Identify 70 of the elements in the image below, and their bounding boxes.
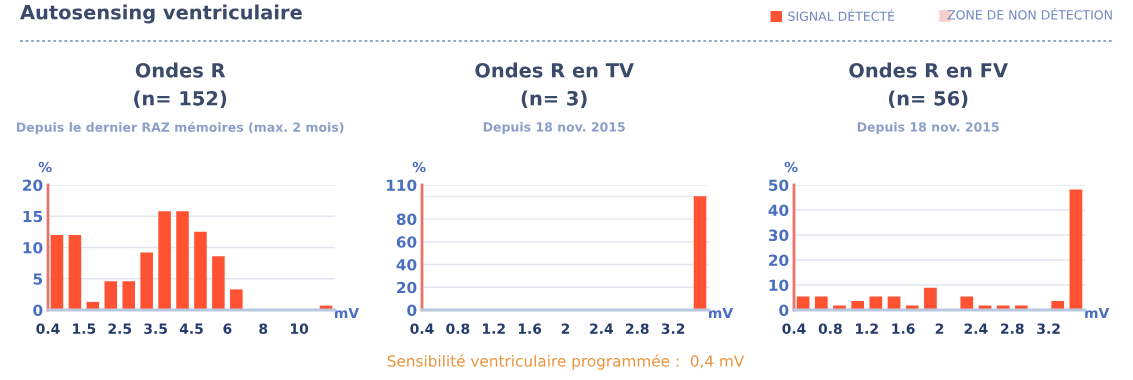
chart-subtitle: (n= 56) (888, 90, 968, 108)
y-tick-label: 40 (768, 204, 789, 217)
x-axis-title: mV (1085, 307, 1110, 319)
text: Autosensing ventriculaire (20, 4, 302, 24)
x-tick-label: 0.8 (818, 323, 842, 334)
x-axis-title: mV (709, 307, 734, 319)
y-tick-label: 20 (397, 281, 417, 294)
bar (176, 211, 189, 310)
chart-title: Ondes R en FV (849, 62, 1008, 78)
bar (50, 235, 64, 310)
y-axis-title: % (784, 161, 798, 173)
x-tick-label: 3.2 (661, 323, 685, 334)
y-axis-title: % (38, 161, 52, 173)
y-tick-label: 10 (769, 279, 789, 292)
y-tick-label: 20 (769, 254, 789, 267)
legend-label: SIGNAL DÉTECTÉ (788, 9, 895, 21)
bar (158, 211, 171, 310)
chart-subtitle: (n= 3) (521, 90, 587, 108)
y-axis-title: % (412, 161, 426, 173)
x-tick-label: 2.4 (964, 323, 988, 334)
y-tick-label: 0 (33, 304, 43, 317)
x-tick-label: 2.5 (108, 323, 132, 334)
text: ZONE DE NON DÉTECTION (947, 7, 1112, 20)
text: Depuis le dernier RAZ mémoires (max. 2 mois) (17, 121, 344, 135)
bar (68, 235, 82, 310)
y-tick-label: 80 (396, 213, 417, 226)
bar (122, 281, 135, 310)
y-tick-label: 50 (769, 179, 789, 192)
y-tick-label: 20 (23, 179, 43, 192)
bar (194, 231, 207, 310)
x-tick-label: 2.8 (626, 323, 649, 334)
x-tick-label: 2.4 (590, 323, 614, 334)
y-tick-label: 15 (23, 210, 43, 223)
x-tick-label: 0.8 (446, 323, 470, 334)
y-tick-label: 5 (33, 273, 43, 285)
x-tick-label: 2.8 (1001, 323, 1024, 334)
x-tick-label: 3.5 (144, 323, 167, 334)
x-tick-label: 1.2 (483, 323, 505, 334)
x-tick-label: 2 (935, 323, 944, 334)
x-tick-label: 3.2 (1037, 323, 1060, 334)
x-tick-label: 1.5 (73, 323, 96, 334)
x-axis-title: mV (335, 307, 360, 319)
x-tick-label: 2 (561, 323, 570, 334)
bar (212, 256, 225, 310)
y-tick-label: 10 (23, 241, 43, 254)
chart-title: Ondes R (135, 62, 226, 78)
text: Depuis 18 nov. 2015 (857, 121, 999, 135)
y-tick-label: 0 (779, 304, 789, 317)
bar (230, 289, 243, 310)
y-tick-label: 40 (396, 259, 417, 271)
x-tick-label: 6 (223, 323, 232, 334)
x-tick-label: 0.4 (36, 323, 60, 334)
x-tick-label: 4.5 (179, 323, 203, 334)
x-tick-label: 0.4 (782, 323, 806, 334)
text: Depuis 18 nov. 2015 (483, 121, 625, 135)
x-tick-label: 1.6 (892, 323, 915, 334)
y-tick-label: 0 (407, 304, 417, 317)
x-tick-label: 1.6 (518, 323, 542, 334)
text: Sensibilité ventriculaire programmée : 0,4 mV (387, 354, 745, 370)
bar (104, 281, 118, 310)
x-tick-label: 8 (259, 323, 268, 334)
y-tick-label: 30 (768, 229, 789, 242)
x-tick-label: 0.4 (410, 323, 434, 334)
bar (140, 252, 153, 310)
y-tick-label: 110 (386, 179, 417, 192)
chart-subtitle: (n= 152) (134, 90, 227, 108)
x-tick-label: 1.2 (856, 323, 878, 334)
y-tick-label: 60 (396, 236, 417, 248)
chart-title: Ondes R en TV (475, 62, 634, 78)
x-tick-label: 10 (291, 323, 309, 334)
